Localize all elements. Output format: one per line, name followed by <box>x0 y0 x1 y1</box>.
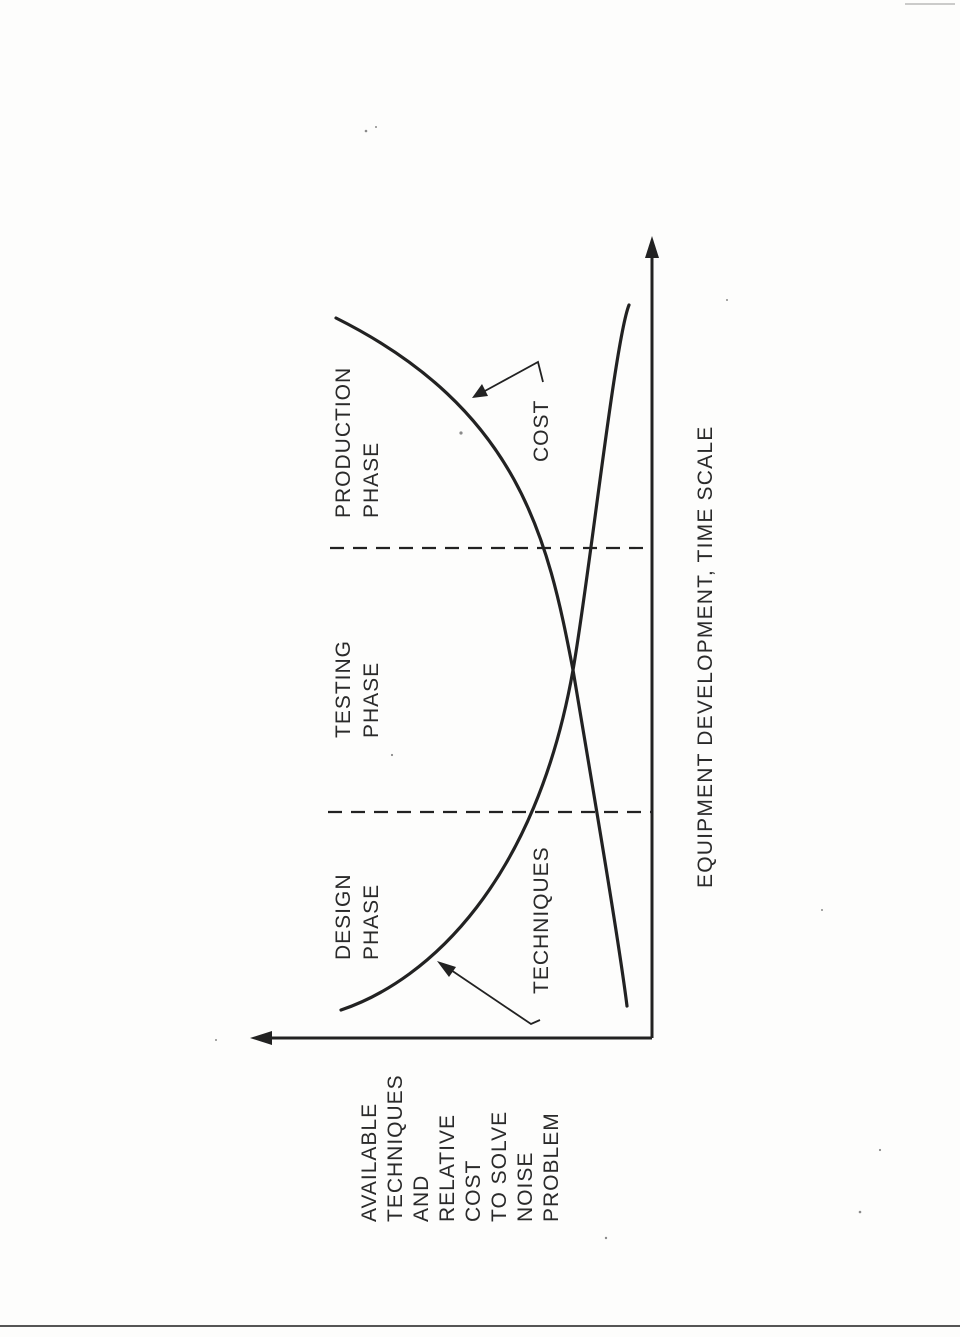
value-axis-label-line-6: TO SOLVE <box>488 1111 511 1222</box>
time-axis <box>645 236 659 1038</box>
cost-curve <box>334 316 629 1008</box>
value-axis-label-line-1: AVAILABLE <box>358 1103 381 1222</box>
time-axis-label: EQUIPMENT DEVELOPMENT, TIME SCALE <box>694 426 717 888</box>
production-phase-line-2: PHASE <box>360 442 383 518</box>
cost-pointer <box>472 360 544 398</box>
design-phase-line-1: DESIGN <box>332 873 355 960</box>
value-axis-label-line-7: NOISE <box>514 1152 537 1222</box>
time-axis-arrowhead <box>645 236 659 258</box>
testing-phase-line-1: TESTING <box>332 640 355 738</box>
techniques-curve <box>339 303 631 1012</box>
value-axis-label-line-4: RELATIVE <box>436 1114 459 1222</box>
value-axis-label: AVAILABLE TECHNIQUES AND RELATIVE COST T… <box>358 1074 563 1222</box>
testing-phase-label: TESTING PHASE <box>332 640 383 738</box>
scan-specks <box>215 126 882 1240</box>
design-phase-line-2: PHASE <box>360 884 383 960</box>
value-axis-label-line-5: COST <box>462 1160 485 1222</box>
design-phase-label: DESIGN PHASE <box>332 873 383 960</box>
value-axis <box>250 1031 652 1045</box>
value-axis-label-line-8: PROBLEM <box>540 1112 563 1222</box>
value-axis-label-line-3: AND <box>410 1175 433 1222</box>
techniques-curve-label: TECHNIQUES <box>530 846 553 994</box>
value-axis-label-line-2: TECHNIQUES <box>384 1074 407 1222</box>
production-phase-line-1: PRODUCTION <box>332 367 355 518</box>
production-phase-label: PRODUCTION PHASE <box>332 367 383 518</box>
testing-phase-line-2: PHASE <box>360 662 383 738</box>
value-axis-arrowhead <box>250 1031 272 1045</box>
techniques-pointer <box>437 961 541 1026</box>
cost-curve-label: COST <box>530 400 553 462</box>
